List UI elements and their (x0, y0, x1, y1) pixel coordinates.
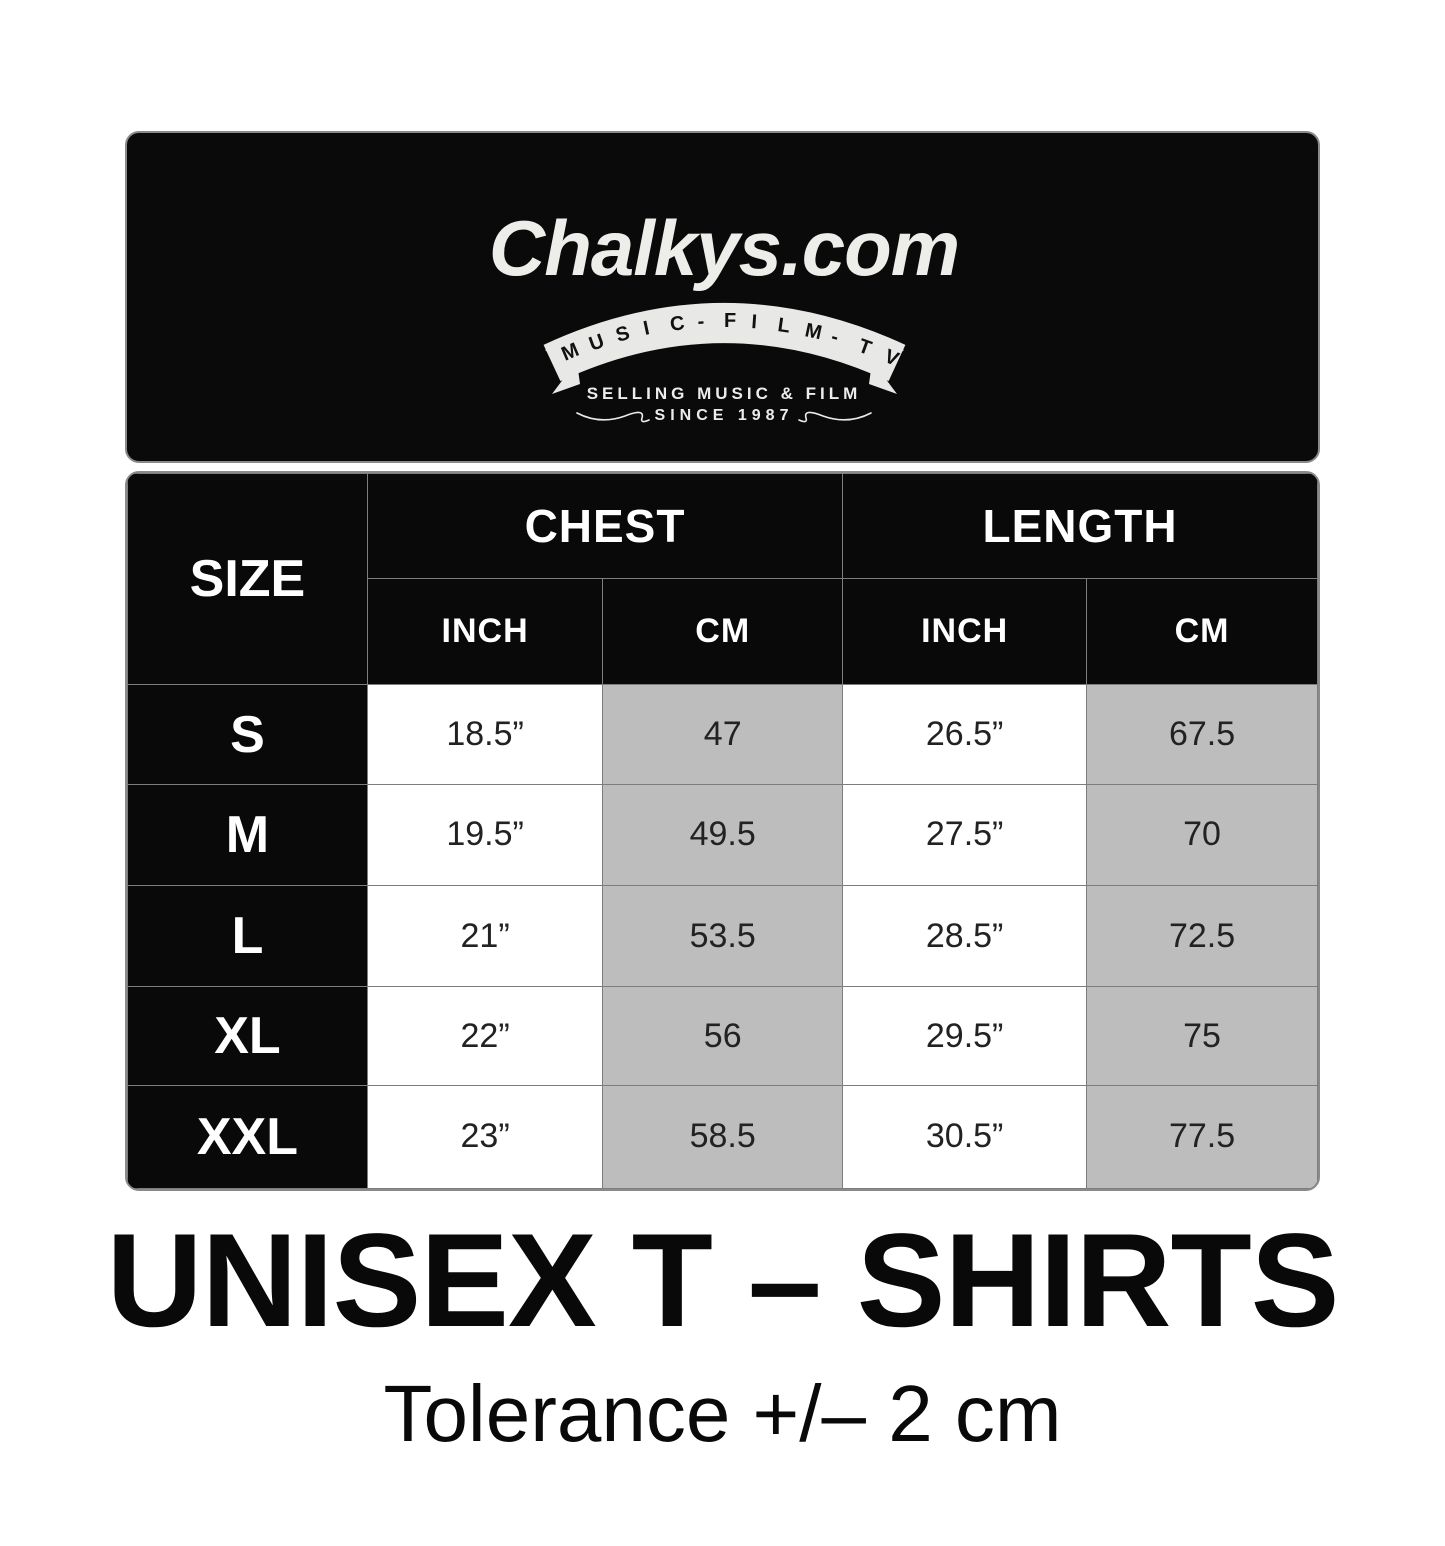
svg-text:F: F (724, 310, 736, 332)
svg-text:SINCE 1987: SINCE 1987 (655, 407, 794, 424)
svg-text:Chalkys.com: Chalkys.com (489, 204, 959, 292)
svg-text:SELLING MUSIC & FILM: SELLING MUSIC & FILM (587, 384, 862, 403)
svg-text:C: C (669, 312, 686, 336)
